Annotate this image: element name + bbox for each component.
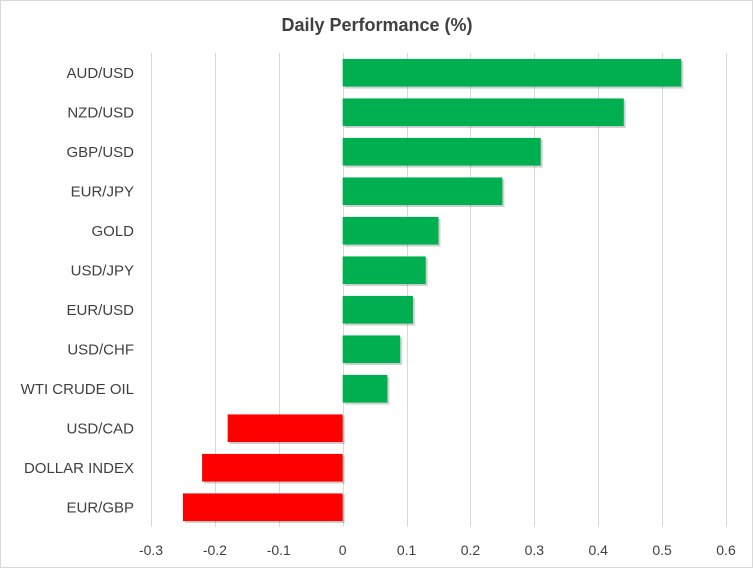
chart-title: Daily Performance (%): [281, 15, 472, 35]
category-label: USD/CHF: [67, 341, 134, 358]
x-tick-label: 0.1: [397, 542, 417, 558]
bar-aud-usd: [342, 58, 682, 87]
x-tick-label: 0.2: [461, 542, 481, 558]
x-tick-label: 0.3: [525, 542, 545, 558]
category-label: EUR/USD: [66, 302, 134, 319]
category-label: NZD/USD: [67, 104, 134, 121]
category-label: EUR/GBP: [66, 499, 134, 516]
category-labels: AUD/USD NZD/USD GBP/USD EUR/JPY GOLD USD/JPY E…: [21, 65, 135, 517]
category-label: AUD/USD: [66, 65, 134, 82]
bar-gold: [342, 216, 439, 245]
x-tick-label: 0.5: [652, 542, 672, 558]
x-tick-label: 0: [339, 542, 347, 558]
bar-gbp-usd: [342, 137, 541, 166]
gridlines: [151, 53, 727, 527]
bar-usd-chf: [342, 335, 401, 364]
bar-usd-cad: [227, 414, 343, 443]
bar-wti-crude-oil: [342, 374, 388, 403]
category-label: GBP/USD: [66, 144, 134, 161]
category-label: USD/JPY: [71, 262, 134, 279]
category-label: WTI CRUDE OIL: [21, 381, 134, 398]
x-tick-label: 0.6: [716, 542, 736, 558]
category-label: DOLLAR INDEX: [24, 460, 134, 477]
bar-eur-usd: [342, 295, 413, 324]
bar-usd-jpy: [342, 256, 426, 285]
bar-dollar-index: [202, 453, 343, 482]
category-label: GOLD: [91, 223, 134, 240]
bar-eur-jpy: [342, 177, 503, 206]
category-label: USD/CAD: [66, 420, 134, 437]
bar-nzd-usd: [342, 98, 624, 127]
x-tick-label: 0.4: [588, 542, 608, 558]
category-label: EUR/JPY: [71, 183, 134, 200]
bars: [182, 58, 684, 524]
bar-eur-gbp: [182, 493, 343, 522]
x-tick-label: -0.2: [203, 542, 227, 558]
x-tick-label: -0.1: [267, 542, 291, 558]
x-axis-tick-labels: -0.3 -0.2 -0.1 0 0.1 0.2 0.3 0.4 0.5 0.6: [139, 542, 736, 558]
x-tick-label: -0.3: [139, 542, 163, 558]
